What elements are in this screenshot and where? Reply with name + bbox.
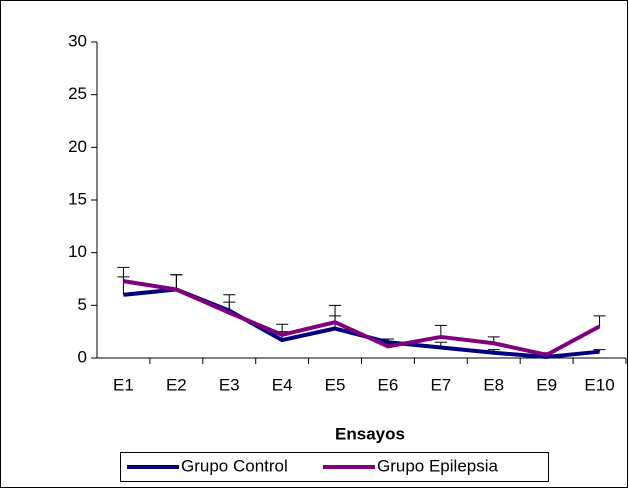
error-bar bbox=[593, 349, 606, 352]
x-tick-label: E9 bbox=[536, 375, 557, 394]
error-bar bbox=[117, 266, 130, 282]
legend-label: Grupo Epilepsia bbox=[377, 456, 499, 475]
x-tick-label: E2 bbox=[166, 375, 187, 394]
x-tick-label: E8 bbox=[483, 375, 504, 394]
error-bar bbox=[223, 294, 236, 313]
x-tick-label: E6 bbox=[378, 375, 399, 394]
y-tick-label: 25 bbox=[68, 84, 87, 103]
y-tick-label: 15 bbox=[68, 189, 87, 208]
x-tick-label: E5 bbox=[325, 375, 346, 394]
y-tick-label: 30 bbox=[68, 31, 87, 50]
error-bar bbox=[170, 274, 183, 290]
x-tick-label: E10 bbox=[584, 375, 614, 394]
x-axis-title: Ensayos bbox=[335, 424, 405, 443]
x-tick-label: E3 bbox=[219, 375, 240, 394]
x-tick-label: E1 bbox=[113, 375, 134, 394]
x-tick-label: E4 bbox=[272, 375, 293, 394]
series-line bbox=[123, 279, 601, 357]
legend-label: Grupo Control bbox=[181, 456, 288, 475]
y-tick-label: 20 bbox=[68, 137, 87, 156]
x-tick-label: E7 bbox=[430, 375, 451, 394]
error-bar bbox=[329, 304, 342, 323]
y-tick-label: 0 bbox=[78, 347, 87, 366]
y-tick-label: 5 bbox=[78, 295, 87, 314]
y-tick-label: 10 bbox=[68, 242, 87, 261]
error-bar bbox=[593, 315, 606, 327]
